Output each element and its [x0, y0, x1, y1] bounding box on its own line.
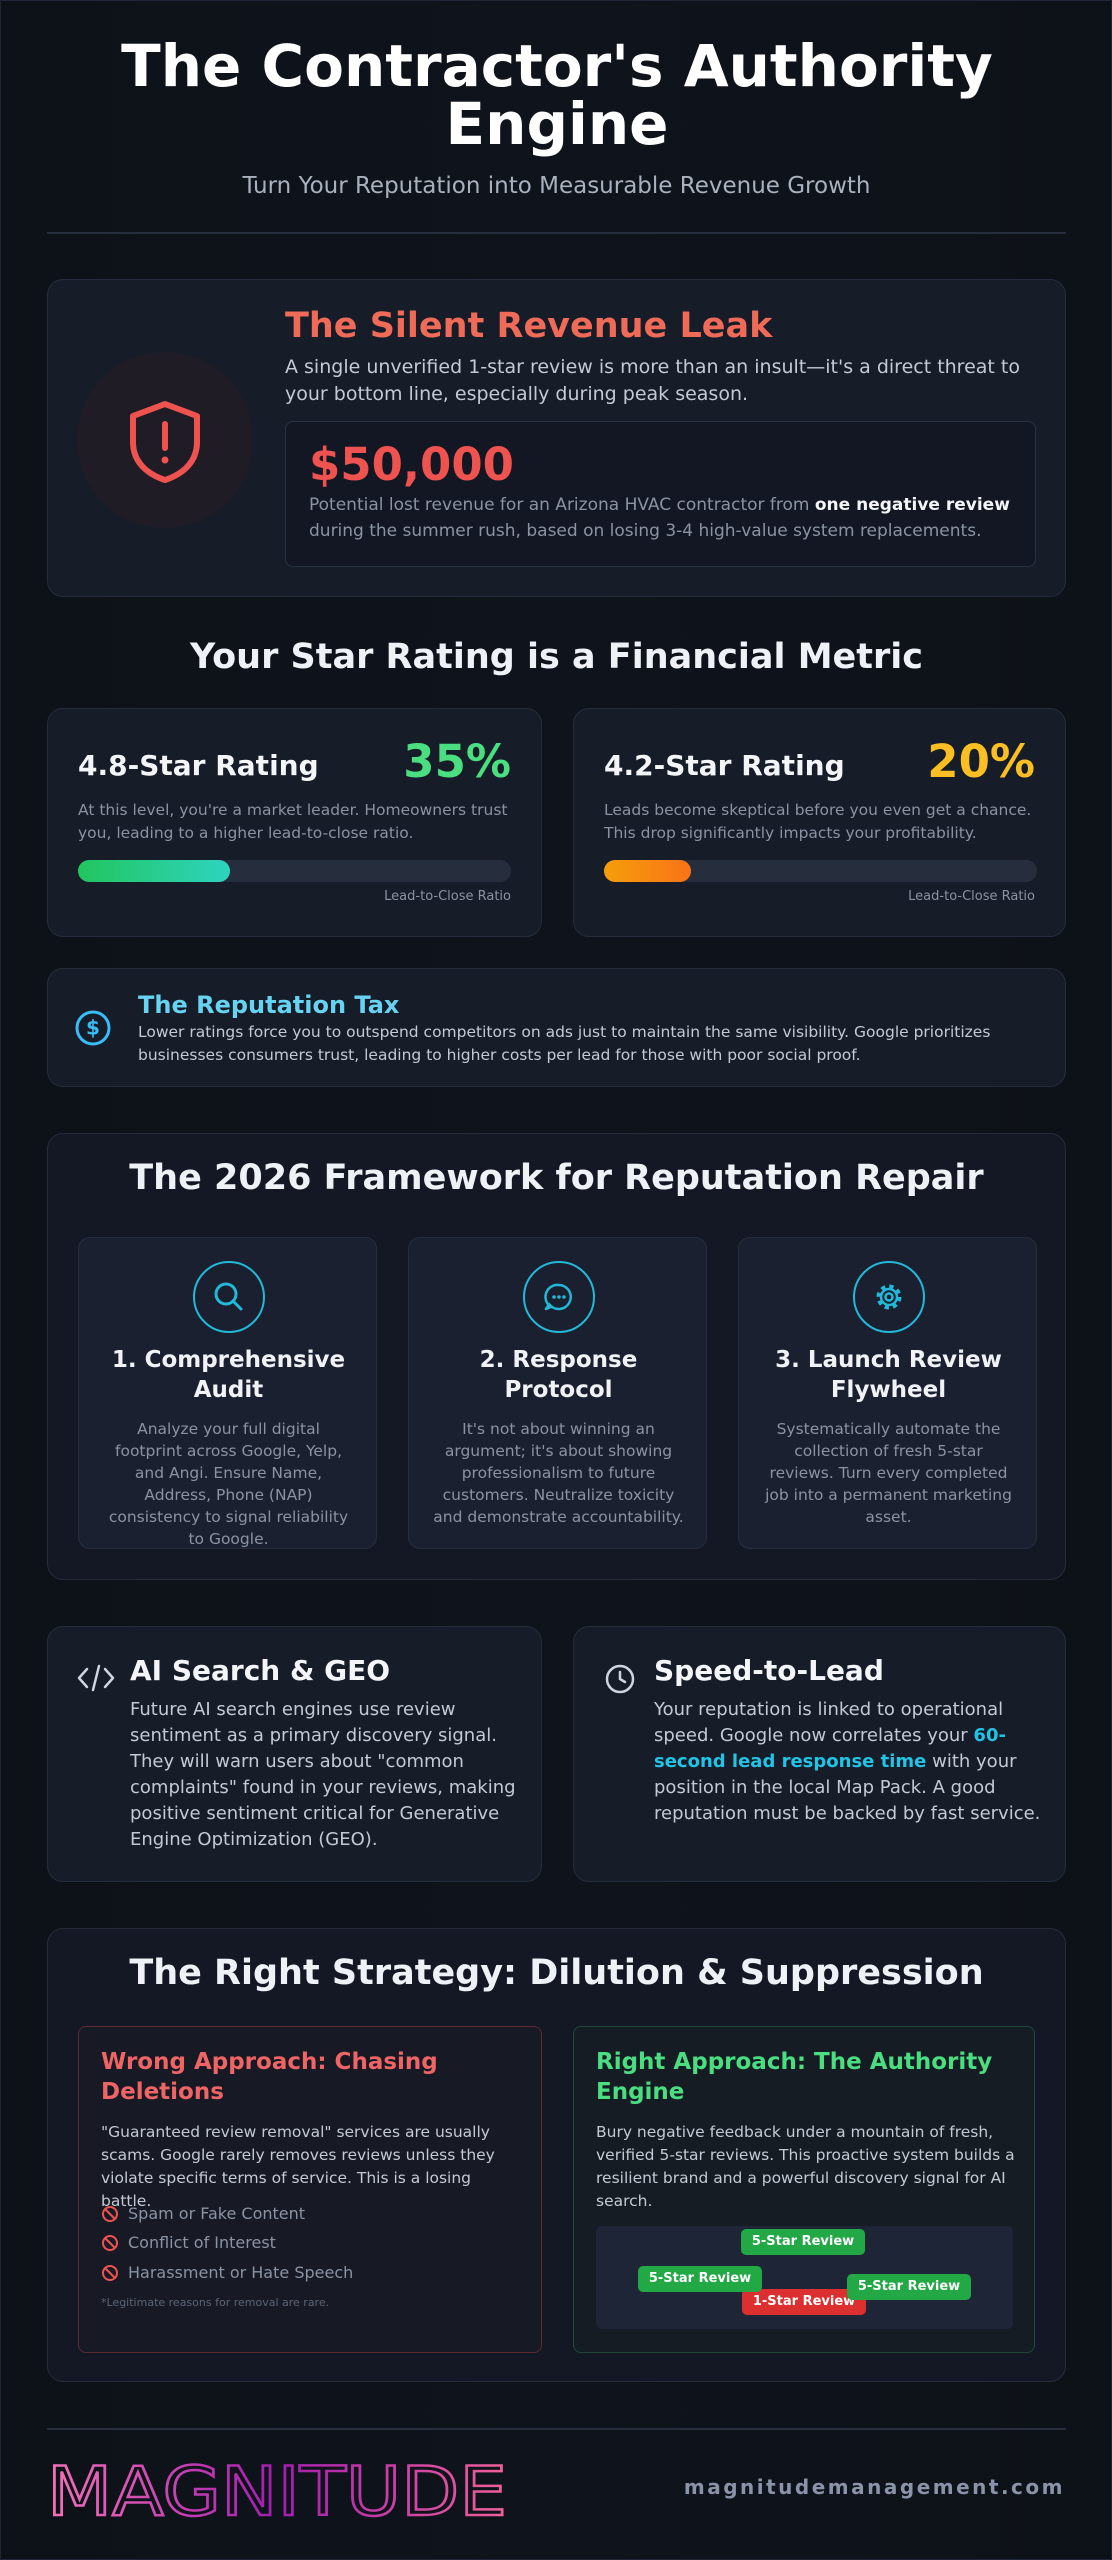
rating-title: 4.2-Star Rating [604, 749, 845, 782]
leak-card: The Silent Revenue Leak A single unverif… [47, 279, 1066, 597]
removal-item: Spam or Fake Content [128, 2204, 306, 2223]
speed-card: Speed-to-Lead Your reputation is linked … [573, 1626, 1066, 1882]
rating-description: At this level, you're a market leader. H… [78, 801, 508, 842]
footer-url: magnitudemanagement.com [683, 2475, 1065, 2499]
rating-description: Leads become skeptical before you even g… [604, 801, 1032, 842]
tax-title: The Reputation Tax [138, 991, 400, 1019]
speed-highlight: 60-second lead response time [654, 1725, 1006, 1772]
review-badge: 5-Star Review [741, 2229, 865, 2255]
review-badge: 5-Star Review [847, 2274, 971, 2300]
progress-bar [604, 860, 691, 882]
gear-icon [853, 1261, 925, 1333]
chat-icon [523, 1261, 595, 1333]
speed-text: Your reputation is linked to operational… [654, 1697, 1044, 1827]
step-card: 2. Response Protocol It's not about winn… [408, 1237, 707, 1549]
rating-percent: 20% [927, 735, 1035, 788]
note-bold: one negative review [814, 495, 1010, 515]
ai-title: AI Search & GEO [130, 1654, 391, 1687]
step-card: 1. Comprehensive Audit Analyze your full… [78, 1237, 377, 1549]
search-icon [193, 1261, 265, 1333]
logo-text: MAGNITUDE [47, 2453, 507, 2523]
bar-track [78, 860, 511, 882]
speed-text-part: with your position in the local Map Pack… [654, 1751, 1041, 1824]
rating-percent: 35% [403, 735, 511, 788]
bar-track [604, 860, 1037, 882]
leak-note: Potential lost revenue for an Arizona HV… [309, 492, 1019, 544]
speed-title: Speed-to-Lead [654, 1654, 884, 1687]
wrong-text: "Guaranteed review removal" services are… [101, 2123, 495, 2210]
note-text: Potential lost revenue for an Arizona HV… [309, 495, 815, 515]
rating-card: 4.8-Star Rating 35% At this level, you'r… [47, 708, 542, 937]
tax-text: Lower ratings force you to outspend comp… [138, 1023, 991, 1064]
review-badge: 5-Star Review [638, 2266, 762, 2292]
right-text: Bury negative feedback under a mountain … [596, 2123, 1015, 2210]
leak-amount: $50,000 [309, 438, 514, 491]
removal-item: Conflict of Interest [128, 2233, 276, 2252]
section-title: The Right Strategy: Dilution & Suppressi… [129, 1953, 984, 1993]
note-text: during the summer rush, based on losing … [309, 521, 982, 541]
step-title: 3. Launch Review Flywheel [775, 1347, 1002, 1403]
section-title: The 2026 Framework for Reputation Repair [129, 1158, 984, 1198]
step-title: 2. Response Protocol [479, 1347, 638, 1403]
step-title: 1. Comprehensive Audit [111, 1347, 346, 1403]
ai-card: AI Search & GEO Future AI search engines… [47, 1626, 542, 1882]
clock-icon [605, 1664, 635, 1694]
review-badge: 1-Star Review [742, 2289, 866, 2315]
leak-box: $50,000 Potential lost revenue for an Ar… [285, 421, 1036, 567]
progress-bar [78, 860, 230, 882]
wrong-title: Wrong Approach: Chasing Deletions [101, 2049, 438, 2105]
step-card: 3. Launch Review Flywheel Systematically… [738, 1237, 1037, 1549]
rating-card: 4.2-Star Rating 20% Leads become skeptic… [573, 708, 1066, 937]
divider [47, 232, 1066, 234]
subtitle: Turn Your Reputation into Measurable Rev… [242, 173, 871, 199]
code-icon [77, 1664, 115, 1692]
removal-item: Harassment or Hate Speech [128, 2263, 354, 2282]
step-text: It's not about winning an argument; it's… [433, 1420, 684, 1526]
shield-icon [77, 352, 253, 528]
logo: MAGNITUDE [46, 2453, 509, 2523]
rating-title: 4.8-Star Rating [78, 749, 319, 782]
svg-text:$: $ [86, 1016, 100, 1040]
page-title: The Contractor's Authority Engine [121, 32, 993, 158]
ban-icons [102, 2206, 118, 2281]
leak-description: A single unverified 1-star review is mor… [285, 356, 1020, 405]
bar-label: Lead-to-Close Ratio [908, 889, 1035, 904]
wrong-box: Wrong Approach: Chasing Deletions "Guara… [78, 2026, 542, 2353]
section-title: Your Star Rating is a Financial Metric [189, 637, 924, 677]
tax-card: $ The Reputation Tax Lower ratings force… [47, 968, 1066, 1087]
bar-label: Lead-to-Close Ratio [384, 889, 511, 904]
right-title: Right Approach: The Authority Engine [596, 2049, 993, 2105]
step-text: Systematically automate the collection o… [765, 1420, 1012, 1526]
speed-text-part: Your reputation is linked to operational… [654, 1699, 1004, 1746]
removal-note: *Legitimate reasons for removal are rare… [101, 2296, 330, 2309]
divider [47, 2428, 1066, 2430]
ai-text: Future AI search engines use review sent… [130, 1699, 516, 1850]
step-text: Analyze your full digital footprint acro… [108, 1420, 349, 1548]
dollar-icon: $ [75, 1010, 111, 1046]
leak-title: The Silent Revenue Leak [285, 306, 773, 346]
